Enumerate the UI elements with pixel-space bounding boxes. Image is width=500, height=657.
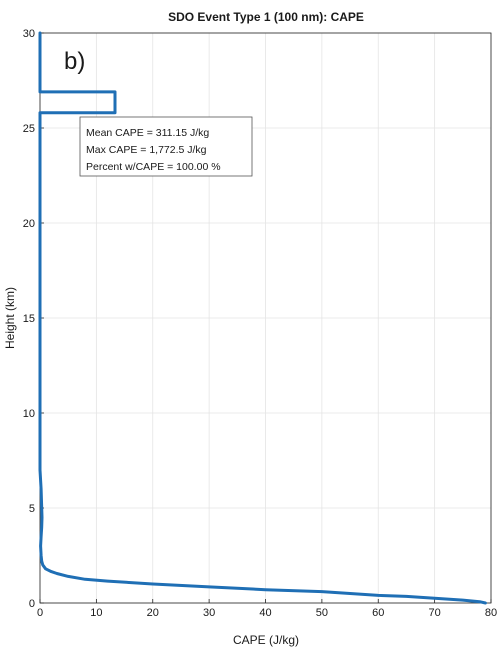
axis-ticks: 0 10 20 30 40 50 60 70 80 0 5 10 15 20 25 30	[23, 28, 497, 619]
x-tick-label: 70	[429, 607, 441, 619]
y-tick-label: 5	[29, 503, 35, 515]
y-tick-label: 30	[23, 28, 35, 40]
y-tick-label: 25	[23, 123, 35, 135]
annotation-max-cape: Max CAPE = 1,772.5 J/kg	[86, 144, 207, 156]
x-tick-label: 20	[147, 607, 159, 619]
x-tick-label: 30	[203, 607, 215, 619]
panel-label: b)	[64, 48, 85, 75]
annotation-mean-cape: Mean CAPE = 311.15 J/kg	[86, 127, 209, 139]
y-tick-label: 20	[23, 218, 35, 230]
x-tick-label: 10	[90, 607, 102, 619]
x-tick-label: 50	[316, 607, 328, 619]
stats-annotation: Mean CAPE = 311.15 J/kg Max CAPE = 1,772…	[79, 116, 253, 177]
x-tick-label: 80	[485, 607, 497, 619]
y-tick-label: 15	[23, 313, 35, 325]
grid	[39, 32, 492, 604]
x-tick-label: 60	[372, 607, 384, 619]
x-tick-label: 0	[37, 607, 43, 619]
y-tick-label: 10	[23, 408, 35, 420]
y-tick-label: 0	[29, 598, 35, 610]
annotation-percent-cape: Percent w/CAPE = 100.00 %	[86, 161, 221, 173]
x-axis-label: CAPE (J/kg)	[233, 633, 299, 647]
cape-profile-line	[38, 31, 487, 605]
chart-title: SDO Event Type 1 (100 nm): CAPE	[168, 10, 364, 24]
x-tick-label: 40	[259, 607, 271, 619]
y-axis-label: Height (km)	[3, 287, 17, 349]
annotation-box	[79, 116, 253, 177]
